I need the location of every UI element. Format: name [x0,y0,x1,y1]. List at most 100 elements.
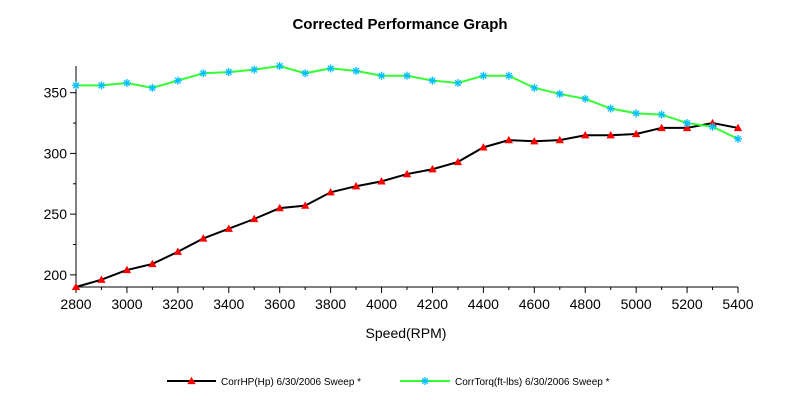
x-tick-label: 2800 [60,296,91,312]
star-stroke [709,123,716,130]
data-point-hp [657,123,666,132]
y-tick-label: 300 [44,145,68,161]
star-stroke [403,72,411,79]
legend-marker-torque [421,377,429,385]
star-stroke [276,62,283,70]
x-tick-label: 4800 [570,296,601,312]
data-point-hp [402,169,412,178]
star-stroke [352,67,360,75]
data-point-hp [453,157,463,166]
star-stroke [174,77,182,84]
data-point-hp [351,182,361,190]
data-point-torque [555,89,564,98]
series-hp [71,118,743,291]
data-point-hp [581,131,590,139]
star-stroke [734,135,742,143]
data-point-hp [504,135,514,144]
star-stroke [683,119,691,127]
data-point-torque [708,122,717,131]
star-stroke [658,111,665,118]
data-point-torque [428,76,437,85]
data-point-torque [632,109,641,118]
data-point-torque [250,65,259,74]
legend-item-torque: CorrTorq(ft-lbs) 6/30/2006 Sweep * [400,377,610,388]
star-stroke [327,65,334,72]
star-stroke [531,84,538,92]
star-stroke [149,84,156,92]
data-point-torque [606,104,615,113]
x-axis-ticks: 2800 3000 3200 3400 3600 3800 4000 4200 4400 4600… [60,287,754,312]
legend-label-hp: CorrHP(Hp) 6/30/2006 Sweep * [221,377,361,388]
x-axis-label: Speed(RPM) [366,325,447,341]
data-point-hp [377,177,386,185]
data-point-hp [224,224,233,232]
data-point-torque [301,69,310,78]
data-point-hp [122,265,132,274]
x-tick-label: 4200 [417,296,448,312]
x-tick-label: 5200 [671,296,702,312]
series-torque [72,62,742,143]
star-stroke [250,66,258,73]
star-stroke [72,82,80,89]
data-point-torque [199,69,208,78]
star-stroke [480,72,487,79]
legend-marker-hp [187,376,196,385]
data-point-hp [479,143,488,151]
data-point-torque [683,119,692,128]
data-point-hp [682,123,692,132]
series-line-hp [75,122,739,288]
data-point-hp [606,131,615,139]
data-point-hp [555,135,564,144]
legend-item-hp: CorrHP(Hp) 6/30/2006 Sweep * [167,376,361,388]
star-stroke [581,95,589,103]
y-axis-ticks: 200 250 300 350 [44,85,76,283]
star-stroke [454,79,462,87]
data-point-hp [199,234,208,242]
x-tick-label: 3600 [264,296,295,312]
data-point-torque [352,66,361,75]
data-point-torque [72,81,80,90]
star-stroke [607,105,614,112]
data-point-torque [530,83,539,92]
data-point-torque [453,79,462,87]
y-tick-label: 350 [44,85,68,101]
data-point-hp [148,259,157,268]
y-tick-label: 200 [44,267,68,283]
data-point-hp [173,247,183,255]
legend: CorrHP(Hp) 6/30/2006 Sweep * CorrTorq(ft-… [167,376,610,388]
data-point-torque [326,64,335,73]
star-stroke [301,70,309,77]
data-point-torque [657,110,666,119]
data-point-torque [504,71,513,80]
data-point-torque [275,62,284,70]
x-tick-label: 3000 [111,296,142,312]
star-stroke [200,70,207,77]
data-point-hp [733,123,743,132]
chart-title: Corrected Performance Graph [292,16,508,33]
data-point-torque [403,71,411,80]
x-tick-label: 3800 [315,296,346,312]
x-tick-label: 3400 [213,296,244,312]
x-tick-label: 4400 [468,296,499,312]
data-point-hp [275,203,284,212]
x-tick-label: 4000 [366,296,397,312]
legend-label-torque: CorrTorq(ft-lbs) 6/30/2006 Sweep * [455,377,610,388]
star-stroke [98,82,105,89]
data-point-hp [631,129,641,138]
y-tick-label: 250 [44,206,68,222]
series-layer [71,62,743,291]
data-point-hp [71,282,81,291]
data-point-hp [428,165,437,173]
star-stroke [421,377,429,385]
star-stroke [123,79,131,87]
data-point-hp [530,137,539,145]
data-point-torque [224,68,233,77]
x-tick-label: 3200 [162,296,193,312]
data-point-hp [300,201,310,209]
x-tick-label: 4600 [519,296,550,312]
data-point-torque [479,71,488,80]
data-point-torque [122,79,131,87]
data-point-torque [734,134,742,143]
star-stroke [632,110,640,117]
